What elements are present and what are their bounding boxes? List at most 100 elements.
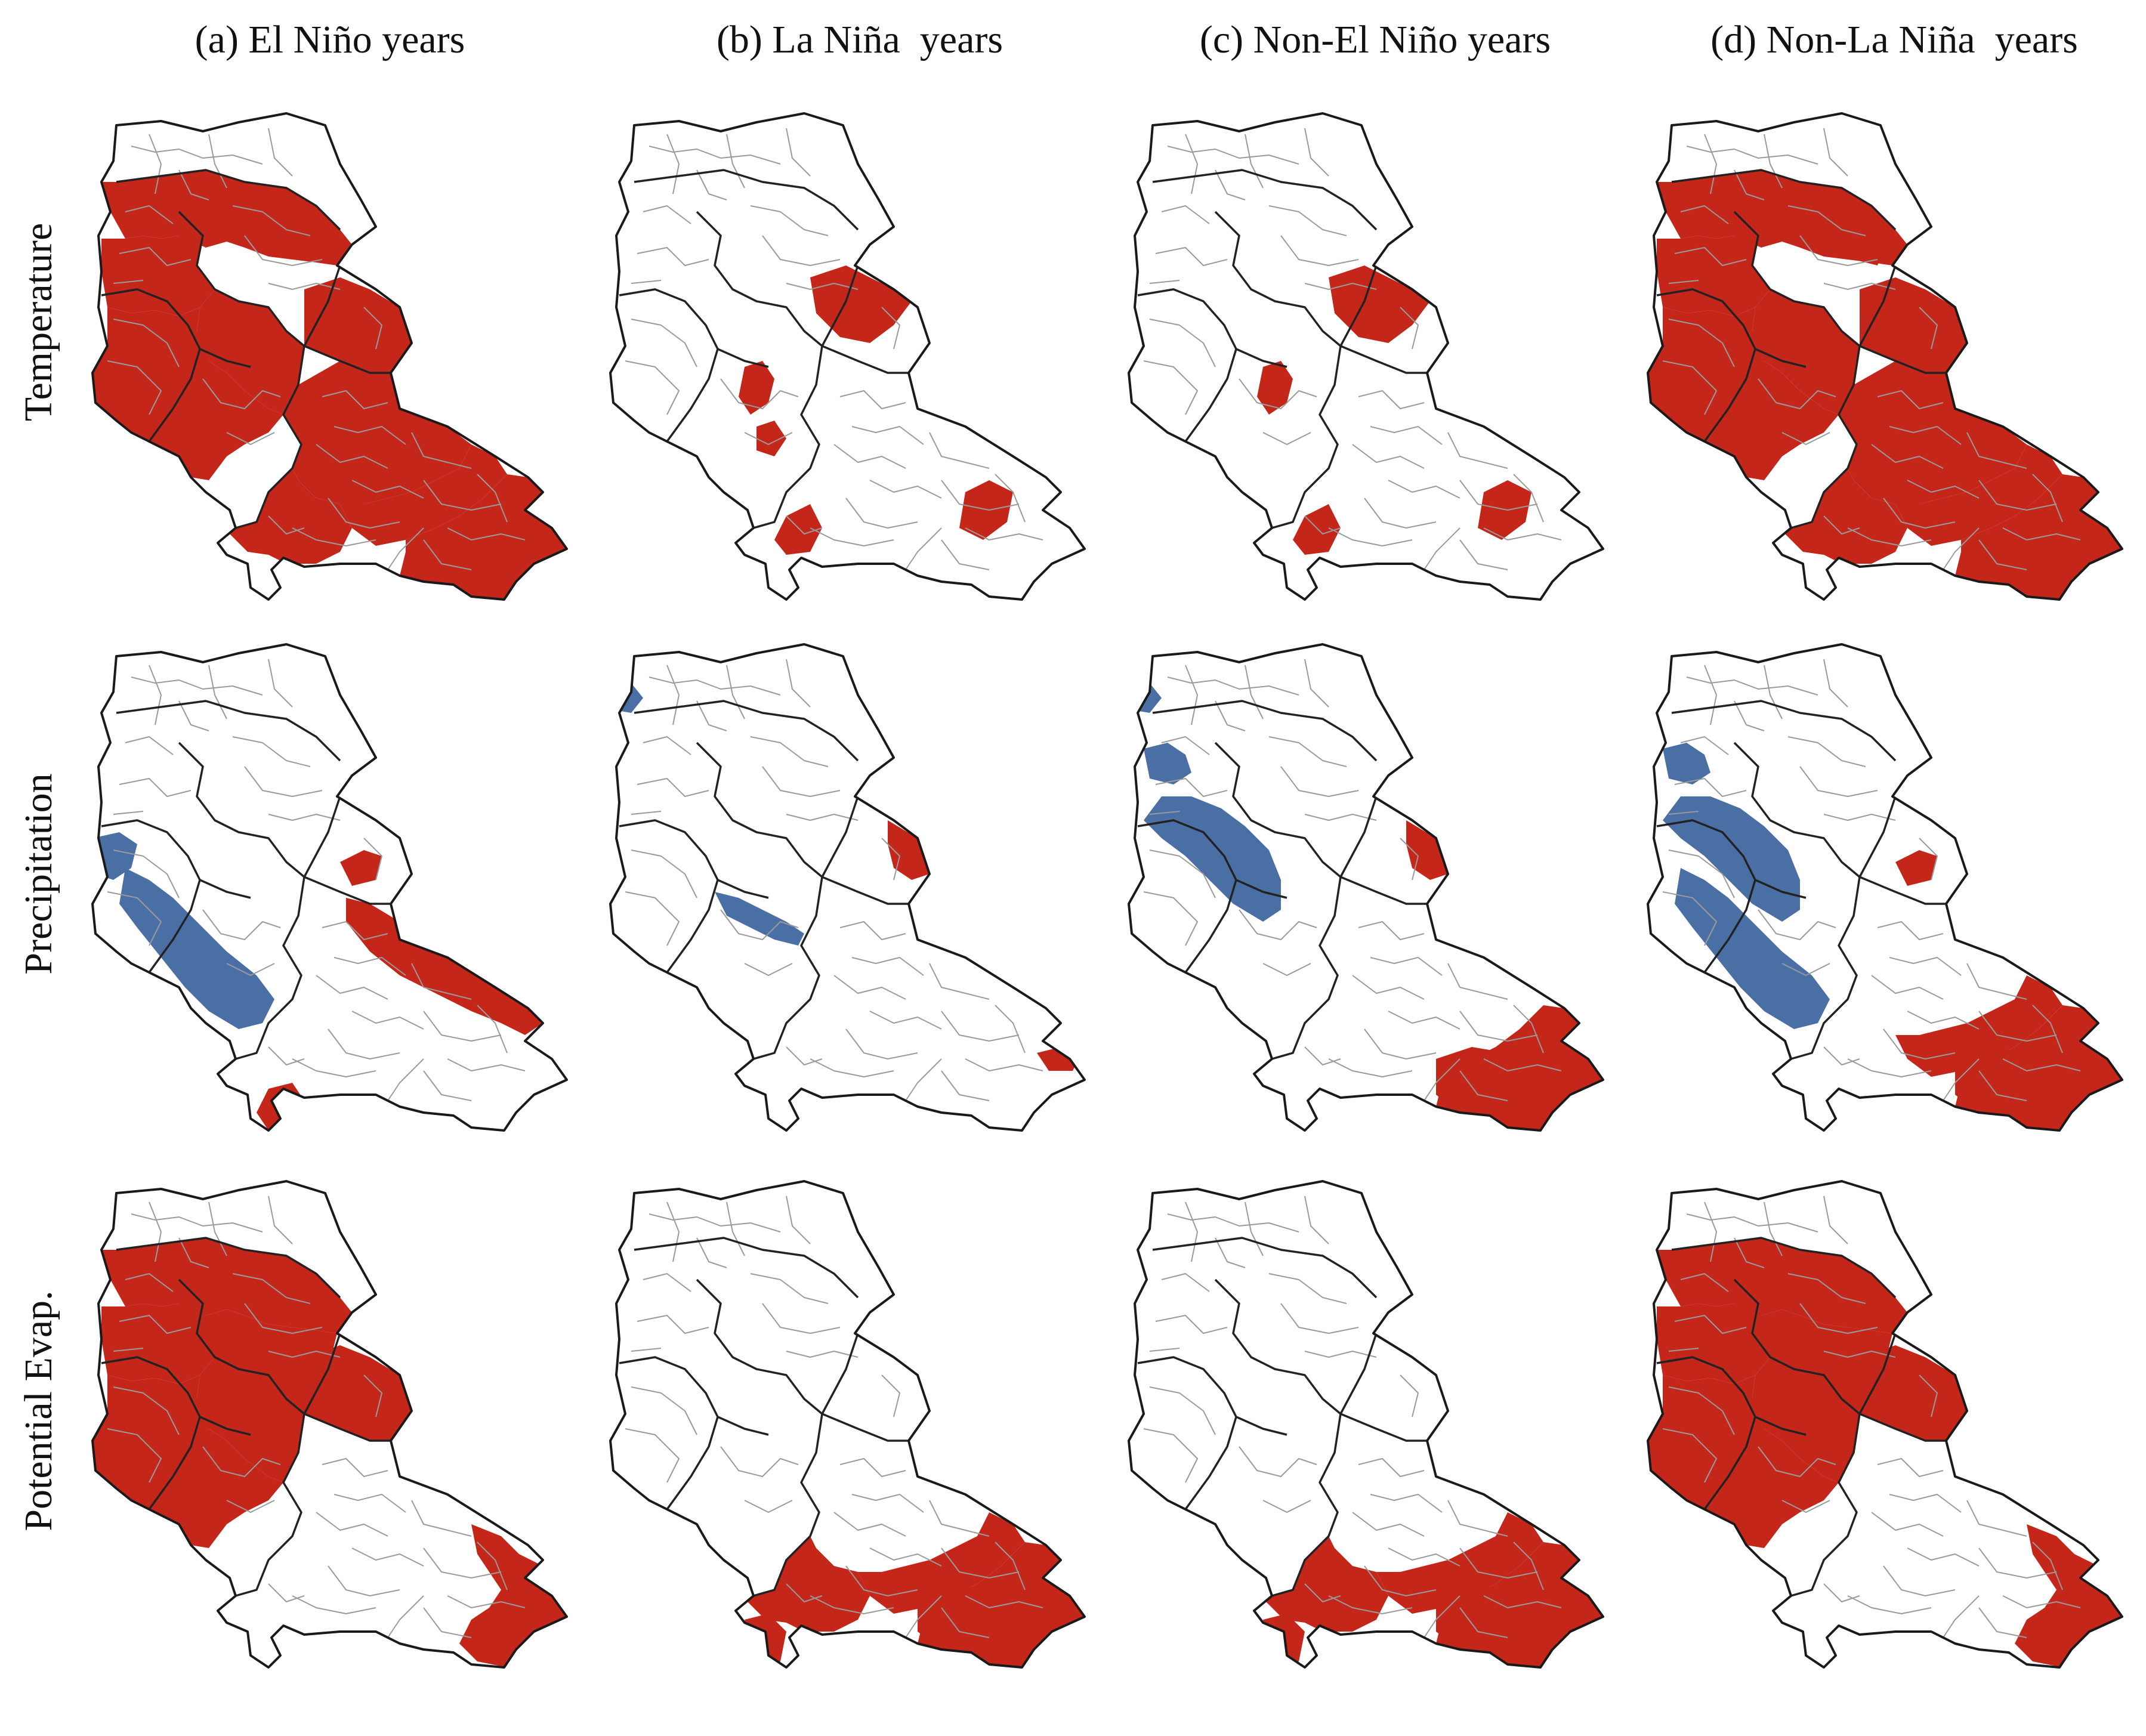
region-borders — [1656, 700, 1946, 1060]
significant-region-red — [304, 1345, 412, 1441]
map-panel-potential-evap-c-non-el-ni-o-years — [1128, 1180, 1604, 1669]
map-panel-potential-evap-b-la-ni-a-years — [609, 1180, 1086, 1669]
map-panel-precipitation-c-non-el-ni-o-years — [1128, 643, 1604, 1132]
region-borders — [619, 1237, 909, 1597]
significant-region-red — [283, 361, 471, 504]
significant-region-red — [858, 1512, 1025, 1614]
significant-region-red — [1376, 1512, 1543, 1614]
significant-region-red — [1329, 265, 1430, 343]
district-borders — [107, 128, 526, 570]
significant-region-red — [1257, 361, 1293, 415]
significant-region-red — [1266, 1536, 1388, 1632]
country-outline — [609, 112, 1086, 601]
significant-region-red — [918, 1578, 1085, 1667]
significant-region-red — [1955, 1041, 2122, 1130]
country-outline — [1128, 1180, 1604, 1669]
district-borders — [625, 659, 1043, 1101]
significant-region-red — [1436, 1578, 1603, 1667]
significant-region-red — [230, 468, 352, 564]
significant-region-red — [101, 236, 215, 316]
country-outline — [1647, 1180, 2123, 1669]
significant-region-red — [1657, 236, 1770, 316]
significant-region-red — [1860, 277, 1967, 373]
map-panel-precipitation-a-el-ni-o-years — [91, 643, 568, 1132]
country-outline — [91, 643, 568, 1132]
region-borders — [1137, 169, 1427, 529]
significant-region-red — [888, 820, 930, 880]
country-outline — [609, 1180, 1086, 1669]
significant-region-red — [101, 1238, 352, 1333]
significant-region-blue — [1144, 743, 1191, 784]
district-borders — [625, 1196, 1043, 1638]
significant-region-red — [1406, 820, 1448, 880]
column-title-non-el-nino: (c) Non-El Niño years — [1199, 18, 1551, 61]
significant-region-red — [1705, 1417, 1839, 1548]
significant-region-blue — [1663, 796, 1800, 922]
significant-region-red — [1785, 468, 1907, 564]
significant-region-red — [149, 349, 283, 480]
significant-region-red — [739, 361, 774, 415]
significance-overlay — [1663, 743, 2122, 1130]
map-panel-temperature-c-non-el-ni-o-years — [1128, 112, 1604, 601]
significant-region-red — [340, 850, 382, 886]
map-panel-temperature-a-el-ni-o-years — [91, 112, 568, 601]
region-borders — [619, 169, 909, 529]
significant-region-blue — [1663, 743, 1710, 784]
district-borders — [1143, 659, 1562, 1101]
significant-region-red — [1842, 230, 1883, 265]
district-borders — [107, 1196, 526, 1638]
column-title-la-nina: (b) La Niña years — [716, 18, 1003, 61]
significant-region-red — [1705, 349, 1839, 480]
significant-region-red — [810, 265, 912, 343]
significance-overlay — [1257, 265, 1531, 555]
region-borders — [101, 169, 391, 529]
district-borders — [107, 659, 526, 1101]
country-outline — [1128, 112, 1604, 601]
country-outline — [91, 112, 568, 601]
significant-region-red — [346, 898, 543, 1035]
country-outline — [1128, 643, 1604, 1132]
map-panel-precipitation-d-non-la-ni-a-years — [1647, 643, 2123, 1132]
significant-region-red — [1436, 1041, 1603, 1130]
map-panel-temperature-d-non-la-ni-a-years — [1647, 112, 2123, 601]
map-panel-precipitation-b-la-ni-a-years — [609, 643, 1086, 1132]
significant-region-red — [1895, 444, 2062, 546]
significant-region-blue — [119, 868, 274, 1029]
significant-region-blue — [1675, 868, 1830, 1029]
significant-region-red — [1657, 1238, 1907, 1333]
region-borders — [1137, 1237, 1427, 1597]
country-outline — [1647, 112, 2123, 601]
region-borders — [1137, 700, 1427, 1060]
map-panel-potential-evap-d-non-la-ni-a-years — [1647, 1180, 2123, 1669]
significance-overlay — [739, 265, 1013, 555]
significant-region-red — [1657, 1303, 1770, 1384]
country-outline — [91, 1180, 568, 1669]
significant-region-red — [1839, 361, 2027, 504]
region-borders — [619, 700, 909, 1060]
significant-region-red — [748, 1536, 870, 1632]
significant-region-red — [304, 277, 412, 373]
significant-region-red — [1895, 850, 1937, 886]
significant-region-red — [101, 170, 352, 265]
district-borders — [1662, 128, 2081, 570]
significance-overlay — [1648, 170, 2122, 600]
region-borders — [1656, 1237, 1946, 1597]
significant-region-red — [1860, 1345, 1967, 1441]
country-outline — [1647, 643, 2123, 1132]
significant-region-blue — [1144, 796, 1281, 922]
significant-region-blue — [715, 892, 804, 946]
significant-region-red — [340, 444, 507, 546]
district-borders — [1143, 128, 1562, 570]
significant-region-red — [1657, 170, 1907, 265]
significant-region-red — [756, 421, 786, 456]
significant-region-red — [101, 1303, 215, 1384]
district-borders — [1662, 1196, 2081, 1638]
significant-region-red — [149, 1417, 283, 1548]
country-outline — [609, 643, 1086, 1132]
district-borders — [625, 128, 1043, 570]
significant-region-red — [1895, 975, 2062, 1077]
district-borders — [1662, 659, 2081, 1101]
column-title-el-nino: (a) El Niño years — [194, 18, 465, 61]
